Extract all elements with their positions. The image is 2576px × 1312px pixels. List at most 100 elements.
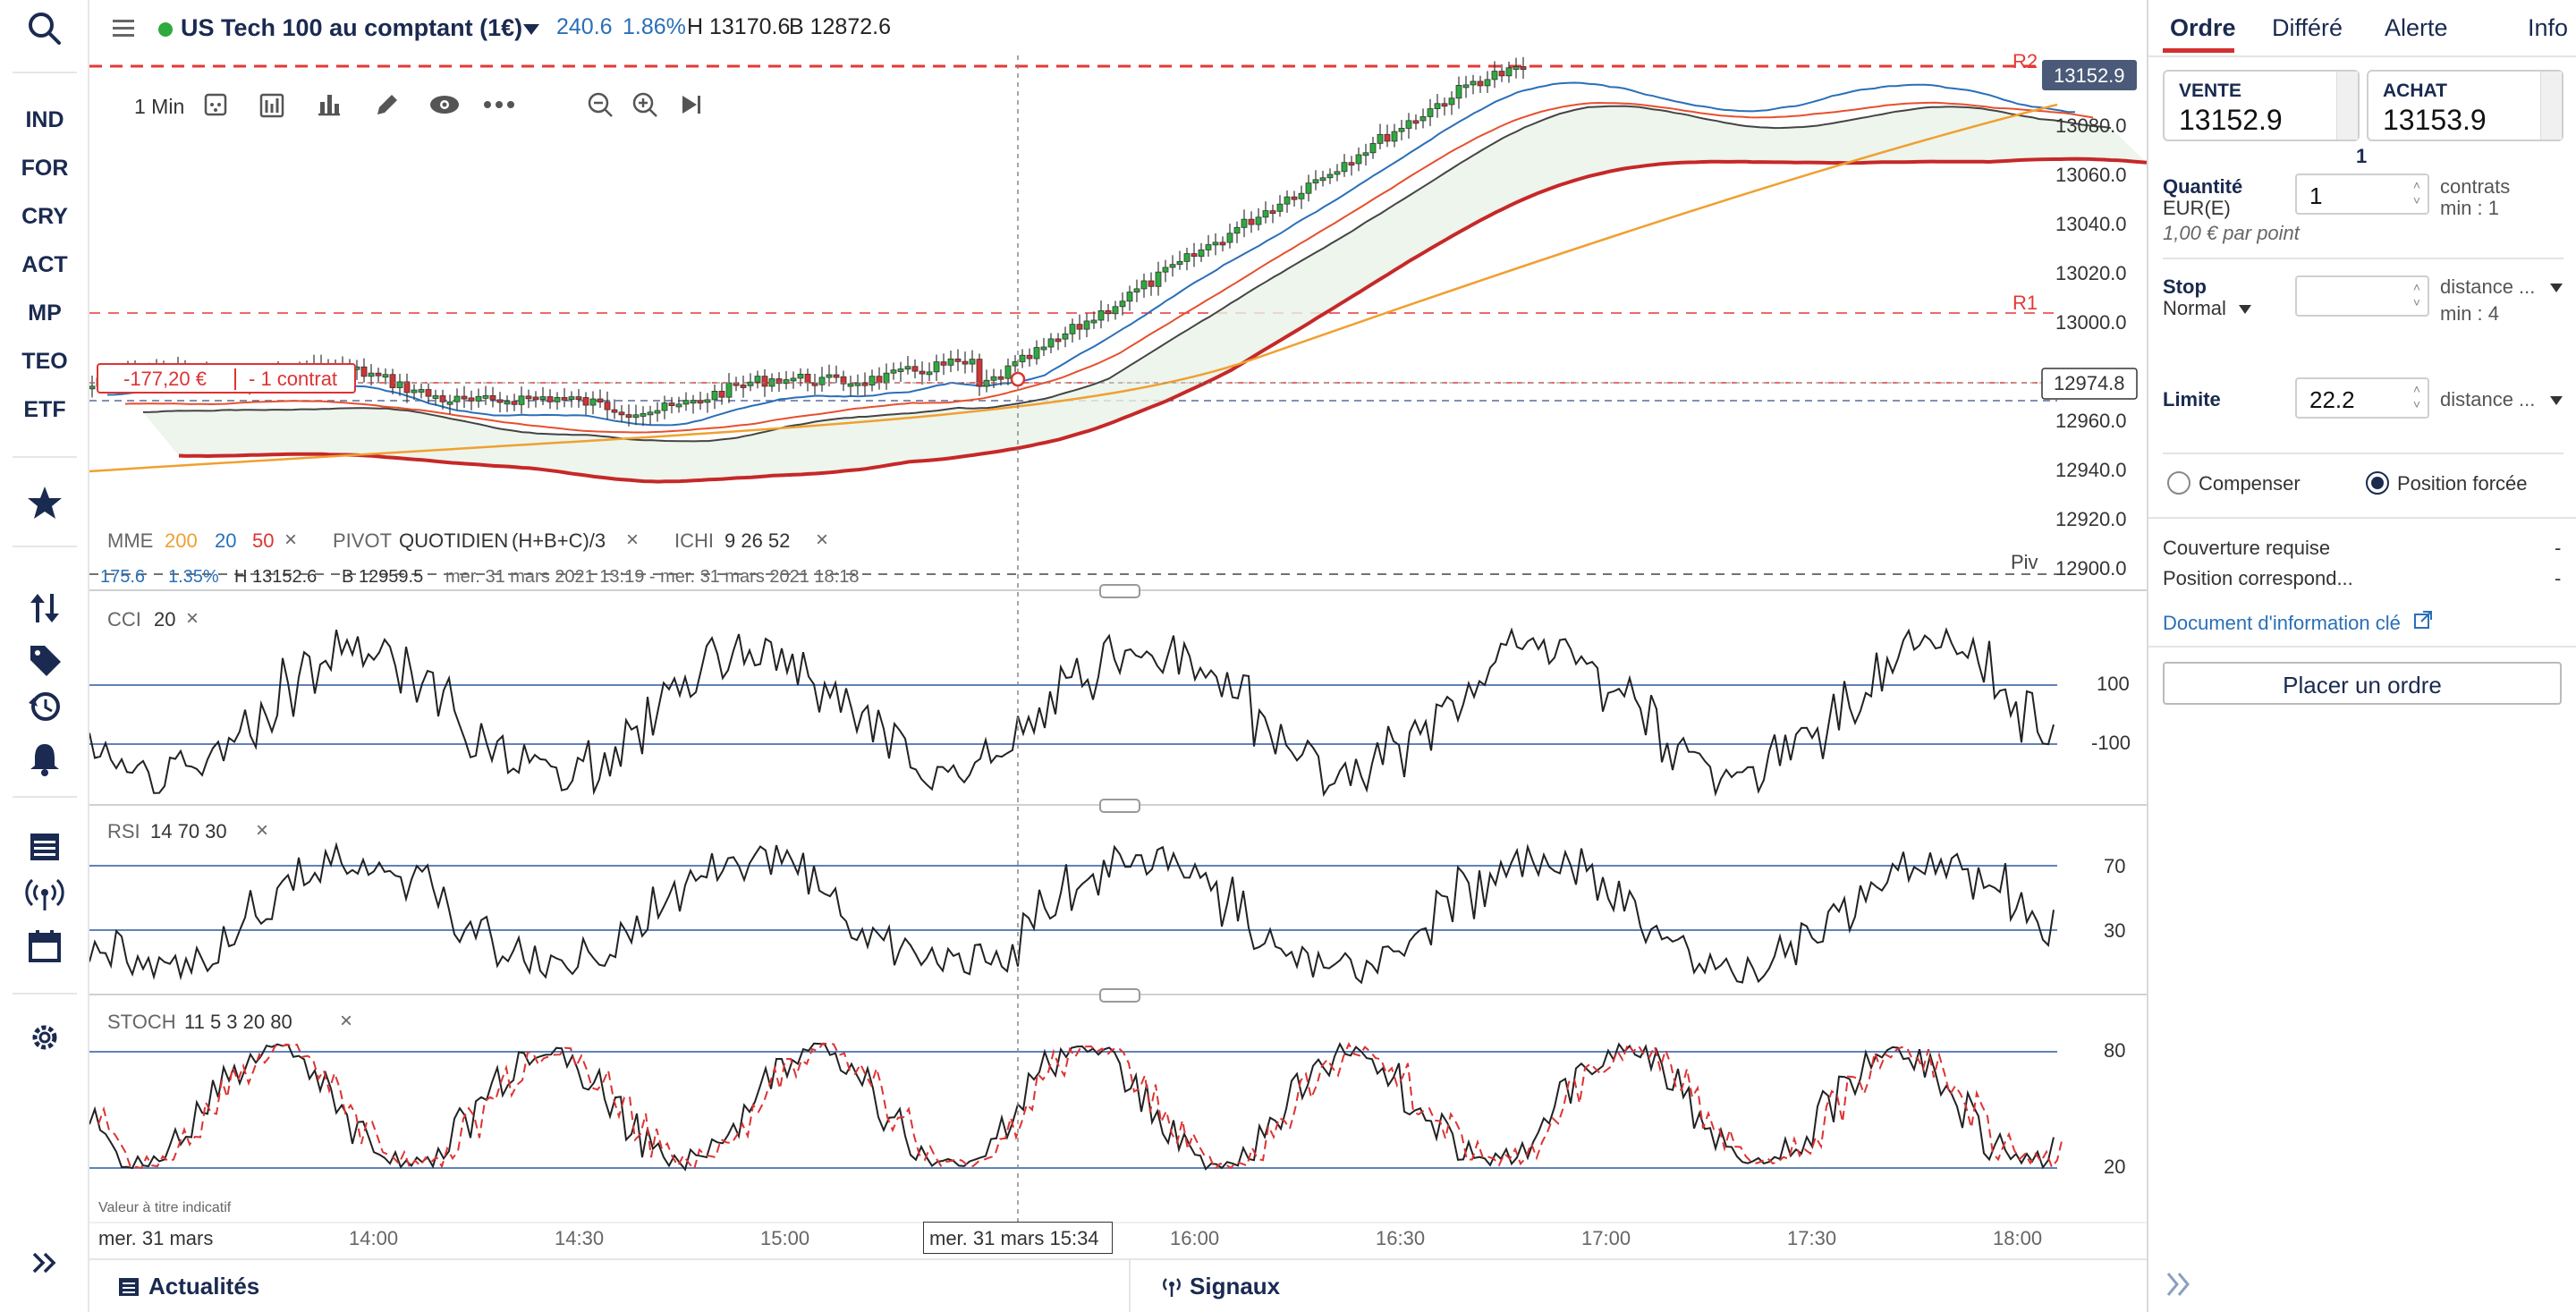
nav-item-act[interactable]: ACT (21, 252, 68, 277)
calendar-icon[interactable] (25, 927, 64, 966)
candle (962, 360, 969, 365)
chart-canvas[interactable] (89, 55, 2147, 1258)
chevron-down-icon[interactable] (522, 23, 540, 36)
instrument-low: B 12872.6 (789, 14, 891, 39)
pivot-value: QUOTIDIEN (399, 529, 509, 552)
tab-info[interactable]: Info (2528, 14, 2569, 41)
candle (1448, 97, 1455, 106)
scroll-to-end-icon[interactable] (680, 93, 703, 116)
chevron-down-icon[interactable] (2238, 304, 2252, 315)
candle (682, 400, 690, 405)
candle (1176, 260, 1183, 266)
candle (647, 411, 654, 416)
gear-icon[interactable] (25, 1018, 64, 1057)
candle (389, 374, 396, 388)
place-order-button[interactable]: Placer un ordre (2163, 662, 2562, 705)
candle (797, 373, 804, 379)
instrument-change-pct: 1.86% (623, 14, 686, 39)
search-icon[interactable] (25, 9, 64, 48)
candle (475, 395, 482, 402)
tab-order[interactable]: Ordre (2170, 14, 2236, 41)
nav-item-etf[interactable]: ETF (23, 397, 66, 422)
candle (854, 382, 861, 386)
stop-stepper[interactable]: ˄ ˅ (2412, 280, 2421, 309)
pencil-icon[interactable] (374, 91, 401, 118)
stats-high: H 13152.6 (234, 567, 318, 587)
limit-stepper[interactable]: ˄ ˅ (2412, 382, 2421, 411)
zoom-out-icon[interactable] (587, 91, 614, 118)
timeframe-selector[interactable]: 1 Min (134, 95, 185, 118)
radio-forced[interactable] (2365, 470, 2390, 495)
expand-icon[interactable] (25, 1243, 64, 1282)
candle (1412, 120, 1419, 124)
zoom-in-icon[interactable] (631, 91, 658, 118)
candle (1355, 154, 1362, 165)
chevron-down-icon[interactable] (2549, 395, 2563, 406)
instrument-high: H 13170.6 (687, 14, 791, 39)
candle (1090, 319, 1097, 324)
remove-ichi-icon[interactable]: × (816, 528, 829, 552)
position-pnl: -177,20 € (123, 368, 207, 390)
stop-input[interactable]: ˄ ˅ (2295, 275, 2429, 317)
candle (1105, 310, 1112, 315)
nav-item-mp[interactable]: MP (28, 300, 62, 326)
chevron-down-icon[interactable] (2549, 283, 2563, 293)
chart-type-icon[interactable] (204, 93, 227, 116)
news-calendar-icon[interactable] (25, 826, 64, 866)
remove-pivot-icon[interactable]: × (626, 528, 640, 552)
tab-news[interactable]: Actualités (148, 1273, 260, 1299)
broadcast-icon[interactable] (25, 875, 64, 914)
remove-mme-icon[interactable]: × (284, 528, 298, 552)
quantity-stepper[interactable]: ˄ ˅ (2412, 178, 2421, 207)
transfer-icon[interactable] (25, 588, 64, 628)
more-icon[interactable] (483, 100, 515, 109)
tag-icon[interactable] (25, 640, 64, 680)
limit-value: 22.2 (2309, 386, 2355, 413)
radio-hedge[interactable] (2166, 470, 2191, 495)
nav-item-teo[interactable]: TEO (21, 349, 68, 374)
stop-mode-select[interactable]: distance ... (2440, 275, 2536, 298)
price-tick: 13020.0 (2055, 262, 2127, 284)
eye-icon[interactable] (429, 95, 460, 114)
external-link-icon[interactable] (2413, 610, 2433, 630)
position-marker[interactable]: -177,20 € - 1 contrat (97, 363, 356, 394)
candle (1119, 300, 1126, 308)
instrument-name[interactable]: US Tech 100 au comptant (1€) (181, 14, 523, 41)
stop-type-select[interactable]: Normal (2163, 297, 2226, 319)
limit-input[interactable]: 22.2 ˄ ˅ (2295, 377, 2429, 419)
quantity-input[interactable]: 1 ˄ ˅ (2295, 174, 2429, 215)
candle (1062, 333, 1069, 340)
candle (1434, 103, 1441, 109)
mme200-line (89, 103, 2058, 473)
candle (1205, 244, 1212, 250)
tab-deferred[interactable]: Différé (2272, 14, 2343, 41)
candle (1520, 66, 1527, 70)
candle (625, 414, 632, 419)
nav-item-cry[interactable]: CRY (21, 204, 68, 229)
nav-item-ind[interactable]: IND (25, 107, 64, 132)
star-icon[interactable] (25, 483, 64, 522)
tab-alert[interactable]: Alerte (2385, 14, 2448, 41)
candle (704, 399, 711, 403)
menu-icon[interactable] (113, 18, 136, 38)
remove-rsi-icon[interactable]: × (256, 818, 269, 842)
price-chart[interactable]: 1 Min 13152.9 12974.8 13080.0 13060.0 13… (89, 50, 2147, 1258)
candle (1441, 103, 1448, 107)
remove-stoch-icon[interactable]: × (340, 1009, 353, 1033)
kid-document-link[interactable]: Document d'information clé (2163, 612, 2401, 634)
bar-chart-icon[interactable] (317, 91, 342, 116)
limit-mode-select[interactable]: distance ... (2440, 388, 2536, 411)
candle (1198, 249, 1205, 258)
bell-icon[interactable] (25, 739, 64, 778)
nav-item-for[interactable]: FOR (21, 156, 69, 181)
mme-label: MME (107, 529, 154, 552)
history-icon[interactable] (25, 687, 64, 726)
candle (1233, 226, 1241, 234)
collapse-panel-icon[interactable] (2163, 1268, 2199, 1300)
tab-signals[interactable]: Signaux (1190, 1273, 1281, 1299)
candle (675, 403, 682, 408)
sell-button[interactable]: VENTE 13152.9 (2163, 70, 2360, 141)
remove-cci-icon[interactable]: × (186, 606, 199, 631)
indicators-icon[interactable] (259, 91, 284, 118)
buy-button[interactable]: ACHAT 13153.9 (2367, 70, 2563, 141)
